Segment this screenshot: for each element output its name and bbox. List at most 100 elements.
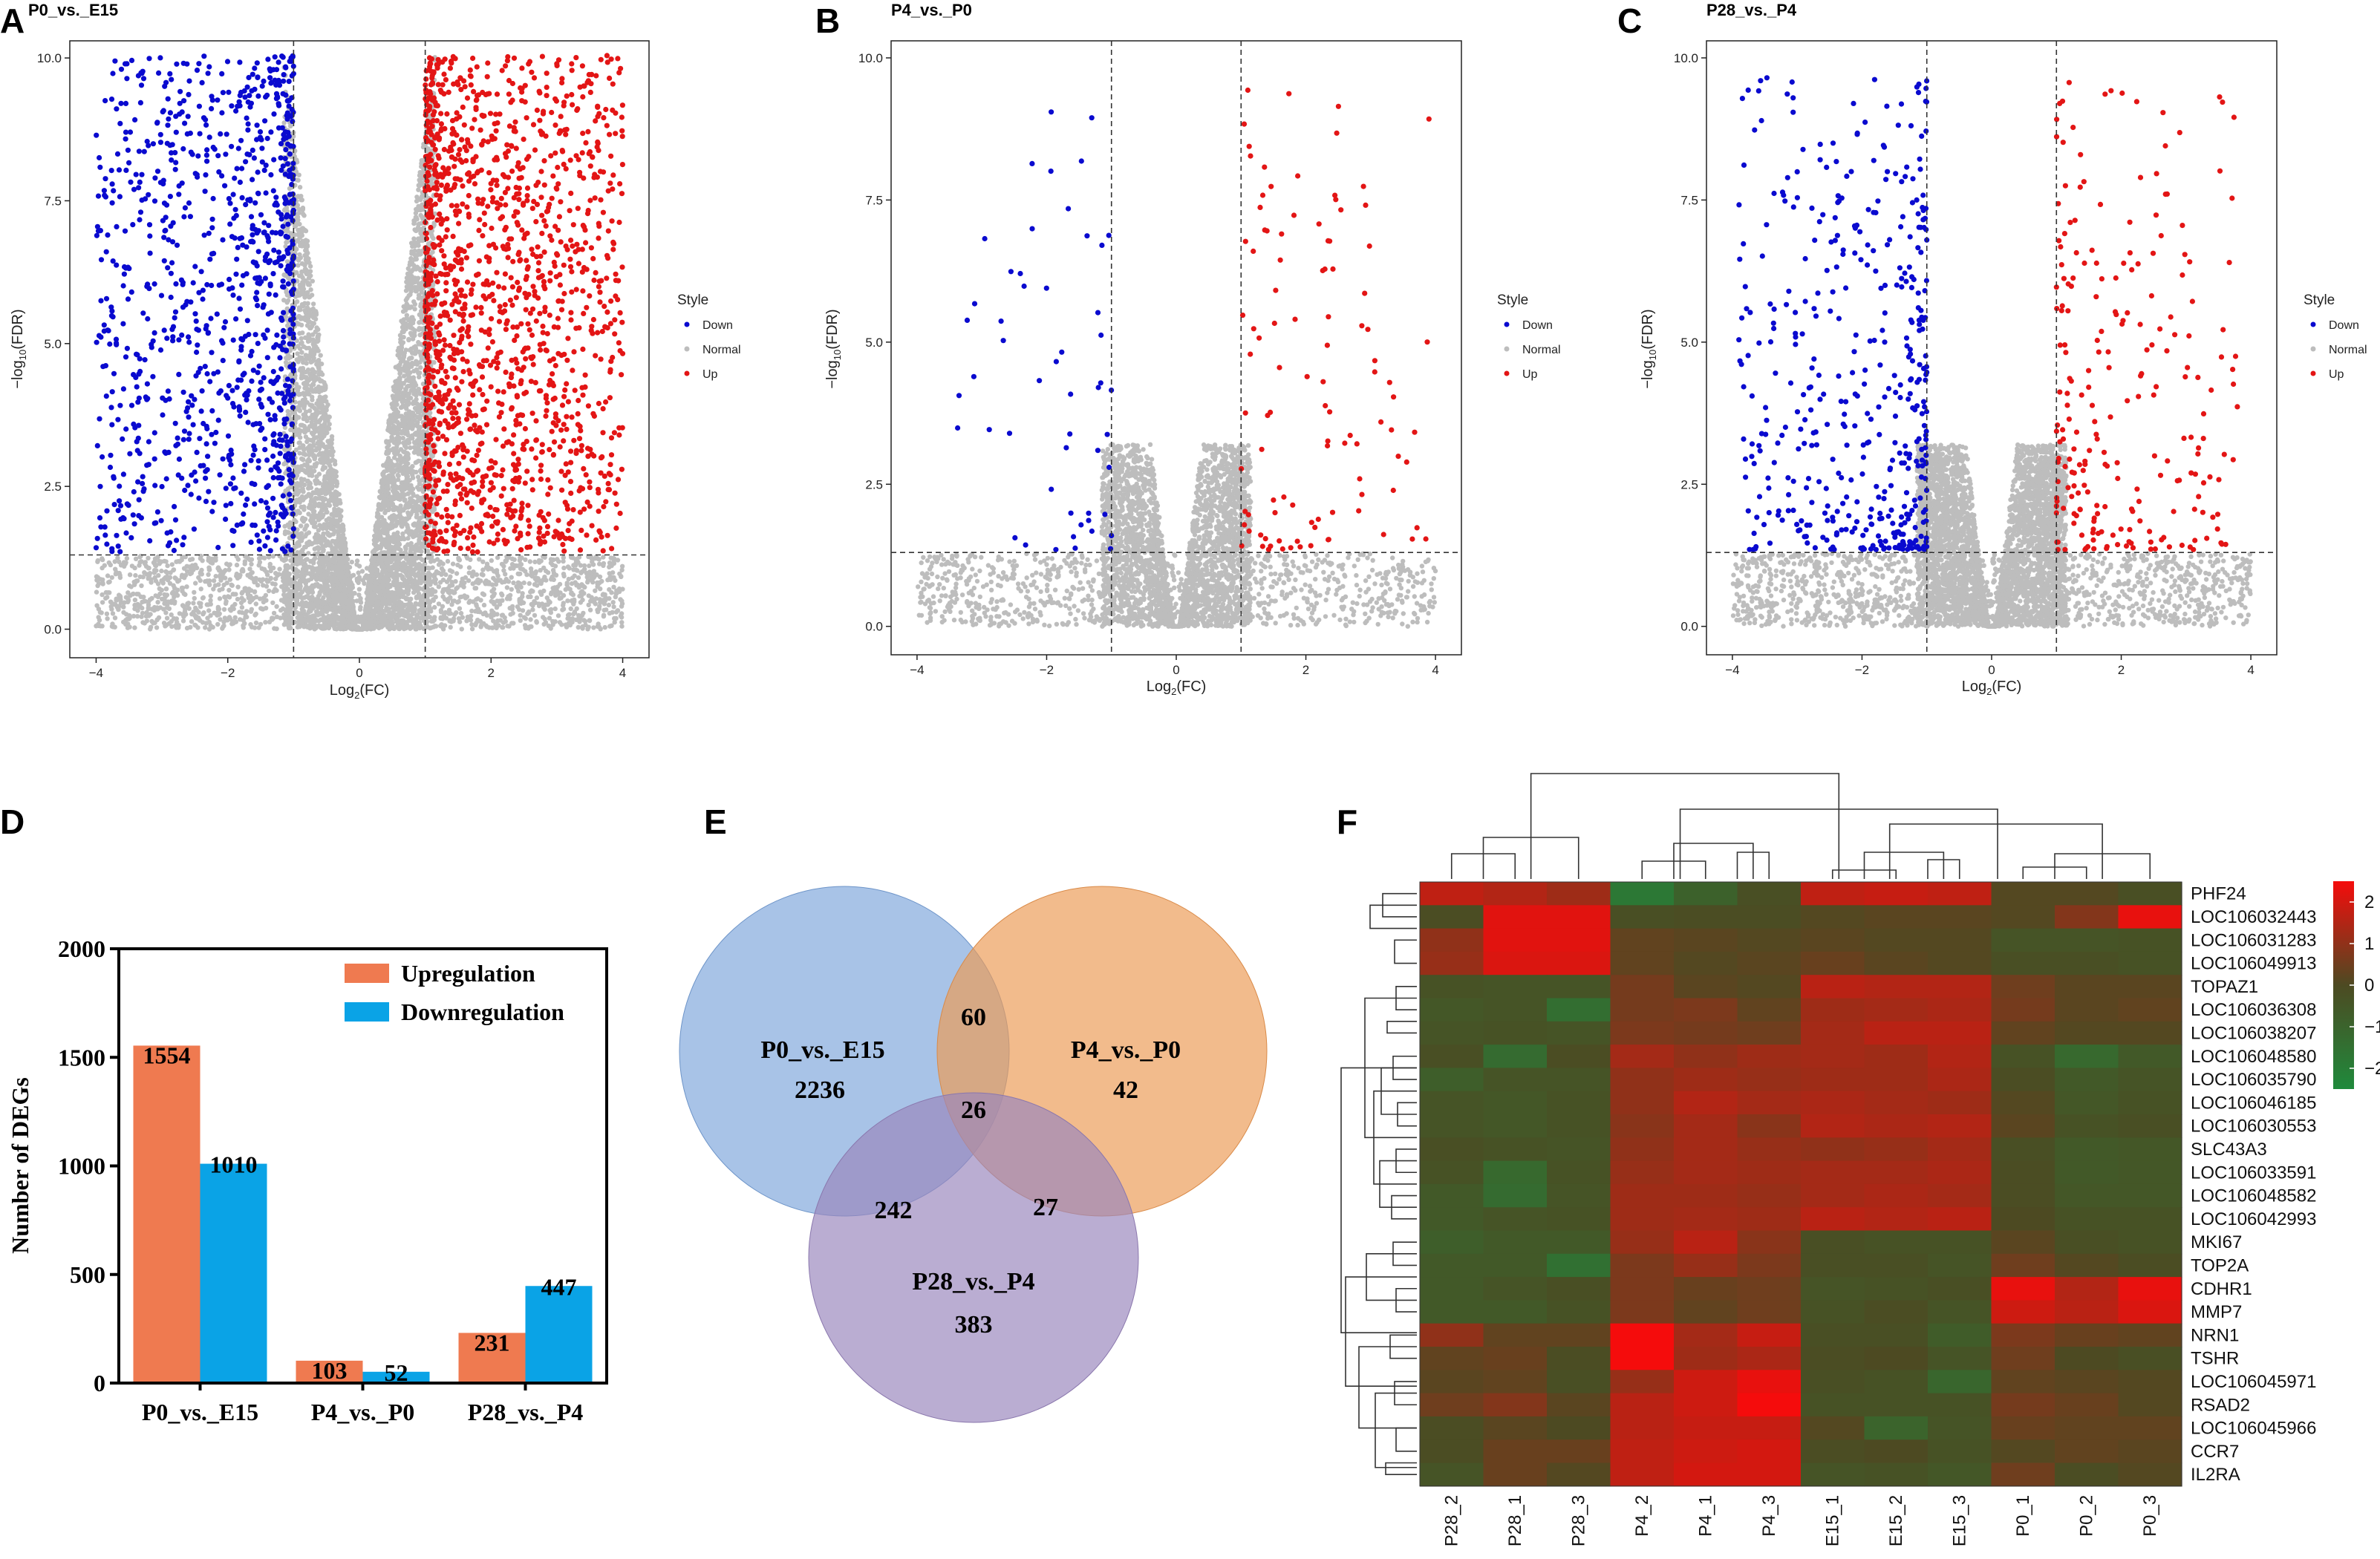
normal-point xyxy=(105,595,110,600)
normal-point xyxy=(110,611,116,616)
normal-point xyxy=(403,546,408,552)
normal-point xyxy=(296,440,301,445)
normal-point xyxy=(548,626,553,631)
normal-point xyxy=(532,612,538,618)
normal-point xyxy=(528,617,533,622)
normal-point xyxy=(509,586,514,592)
normal-point xyxy=(292,154,297,159)
normal-point xyxy=(306,345,312,351)
normal-point xyxy=(96,607,102,612)
normal-point xyxy=(352,590,357,596)
normal-point xyxy=(612,620,617,625)
normal-point xyxy=(619,601,625,607)
normal-point xyxy=(601,555,606,560)
normal-point xyxy=(104,611,110,616)
normal-point xyxy=(206,572,211,578)
normal-point xyxy=(412,521,417,526)
normal-point xyxy=(285,522,290,528)
normal-point xyxy=(610,609,615,615)
normal-point xyxy=(313,419,319,424)
normal-point xyxy=(105,616,110,621)
normal-point xyxy=(156,615,162,621)
normal-point xyxy=(241,625,246,630)
normal-point xyxy=(466,600,472,605)
normal-point xyxy=(306,491,311,497)
normal-point xyxy=(152,568,157,573)
normal-point xyxy=(510,610,515,616)
normal-point xyxy=(312,552,318,557)
normal-point xyxy=(427,566,432,571)
normal-point xyxy=(261,566,267,572)
normal-point xyxy=(297,330,302,336)
normal-point xyxy=(397,376,402,381)
normal-point xyxy=(401,329,406,335)
normal-point xyxy=(578,600,584,605)
normal-point xyxy=(395,616,400,621)
normal-point xyxy=(563,586,568,592)
normal-point xyxy=(387,567,392,572)
normal-point xyxy=(357,607,363,612)
normal-point xyxy=(108,599,114,604)
normal-point xyxy=(474,572,480,578)
normal-point xyxy=(398,547,403,553)
normal-point xyxy=(491,575,496,581)
normal-point xyxy=(568,606,573,612)
normal-point xyxy=(572,597,577,603)
normal-point xyxy=(192,589,197,595)
normal-point xyxy=(158,559,163,565)
normal-point xyxy=(619,620,625,625)
normal-point xyxy=(264,572,270,578)
normal-point xyxy=(213,574,218,579)
normal-point xyxy=(148,627,153,632)
normal-point xyxy=(601,607,607,613)
normal-point xyxy=(187,557,193,563)
normal-point xyxy=(203,625,208,630)
normal-point xyxy=(438,615,443,620)
normal-point xyxy=(237,609,242,615)
normal-point xyxy=(217,596,223,601)
normal-point xyxy=(504,585,510,590)
normal-point xyxy=(294,602,299,607)
normal-point xyxy=(95,559,100,564)
normal-point xyxy=(417,593,423,599)
normal-point xyxy=(105,573,111,578)
normal-point xyxy=(146,607,151,612)
normal-point xyxy=(181,614,186,619)
normal-point xyxy=(215,621,221,627)
normal-point xyxy=(409,249,414,254)
normal-point xyxy=(108,604,114,609)
normal-point xyxy=(204,578,210,584)
normal-point xyxy=(557,620,563,625)
normal-point xyxy=(310,517,316,522)
normal-point xyxy=(414,626,419,631)
normal-point xyxy=(216,612,221,617)
normal-point xyxy=(617,571,622,577)
normal-point xyxy=(206,619,212,625)
normal-point xyxy=(393,523,398,528)
normal-point xyxy=(526,594,531,600)
normal-point xyxy=(523,557,528,563)
normal-point xyxy=(314,474,319,480)
normal-point xyxy=(308,287,313,292)
normal-point xyxy=(95,623,100,628)
normal-point xyxy=(502,615,507,621)
normal-point xyxy=(448,595,453,600)
normal-point xyxy=(226,615,232,620)
normal-point xyxy=(297,451,302,456)
normal-point xyxy=(614,588,619,593)
normal-point xyxy=(413,543,418,549)
normal-point xyxy=(518,618,523,623)
normal-point xyxy=(300,205,306,211)
normal-point xyxy=(306,551,311,556)
normal-point xyxy=(526,581,532,586)
normal-point xyxy=(297,498,303,503)
normal-point xyxy=(544,595,550,601)
normal-point xyxy=(552,606,558,612)
normal-point xyxy=(163,610,169,615)
normal-point xyxy=(307,408,313,414)
normal-point xyxy=(127,624,132,630)
normal-point xyxy=(491,586,497,592)
normal-point xyxy=(164,615,170,621)
normal-point xyxy=(306,512,311,517)
